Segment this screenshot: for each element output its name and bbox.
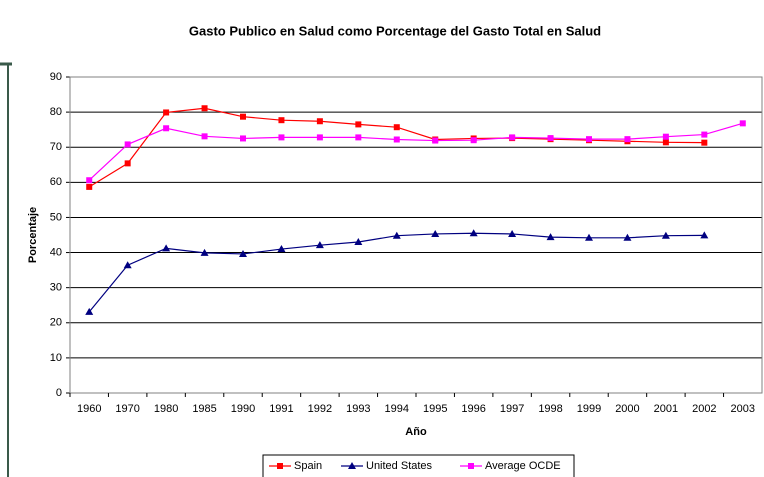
x-tick-label: 1985 — [192, 403, 216, 415]
x-tick-label: 1992 — [308, 403, 332, 415]
point — [278, 134, 285, 141]
x-tick-label: 2001 — [654, 403, 678, 415]
x-tick-label: 2000 — [615, 403, 639, 415]
chart-title: Gasto Publico en Salud como Porcentage d… — [189, 23, 601, 38]
point — [700, 231, 709, 239]
x-tick-label: 1993 — [346, 403, 370, 415]
point — [163, 125, 170, 132]
y-tick-label: 20 — [50, 317, 62, 329]
point — [432, 137, 439, 144]
x-tick-label: 1998 — [538, 403, 562, 415]
x-tick-label: 1995 — [423, 403, 447, 415]
legend-label: United States — [366, 460, 433, 472]
point — [547, 135, 554, 142]
point — [469, 229, 478, 237]
legend-marker — [348, 462, 356, 469]
point — [393, 136, 400, 143]
point — [278, 117, 285, 124]
x-tick-label: 1997 — [500, 403, 524, 415]
x-tick-label: 2003 — [731, 403, 755, 415]
point — [124, 160, 131, 167]
series-line — [88, 122, 743, 181]
point — [124, 141, 131, 148]
y-axis-label: Porcentaje — [27, 207, 39, 263]
point — [316, 134, 323, 141]
point — [662, 139, 669, 146]
point — [240, 113, 246, 120]
y-tick-label: 50 — [50, 211, 62, 223]
point — [201, 105, 208, 112]
legend-marker — [277, 463, 283, 469]
point — [585, 233, 593, 241]
point — [86, 183, 93, 190]
x-tick-label: 1980 — [154, 403, 178, 415]
x-tick-label: 1994 — [385, 403, 409, 415]
x-tick-label: 1996 — [461, 403, 485, 415]
point — [546, 233, 555, 241]
point — [354, 238, 363, 246]
y-tick-label: 10 — [50, 352, 62, 364]
y-tick-label: 80 — [50, 106, 62, 118]
legend-marker — [468, 463, 474, 469]
point — [701, 139, 708, 146]
point — [123, 261, 132, 269]
point — [355, 121, 362, 128]
point — [431, 229, 440, 237]
y-tick-label: 90 — [50, 71, 62, 83]
point — [316, 118, 323, 125]
point — [240, 135, 246, 142]
point — [393, 124, 400, 131]
point — [509, 134, 516, 141]
point — [277, 245, 286, 253]
point — [201, 133, 208, 140]
point — [661, 231, 670, 239]
y-tick-label: 40 — [50, 246, 62, 258]
x-tick-label: 1960 — [77, 403, 101, 415]
point — [624, 136, 631, 143]
point — [739, 120, 746, 127]
point — [662, 133, 669, 140]
point — [239, 249, 247, 257]
point — [85, 307, 94, 315]
point — [162, 244, 171, 252]
x-tick-label: 2002 — [692, 403, 716, 415]
y-tick-label: 30 — [50, 282, 62, 294]
point — [355, 134, 362, 141]
x-tick-label: 1991 — [269, 403, 293, 415]
legend-label: Average OCDE — [485, 460, 561, 472]
point — [392, 231, 401, 239]
y-tick-label: 0 — [56, 387, 62, 399]
y-tick-label: 70 — [50, 141, 62, 153]
x-tick-label: 1970 — [115, 403, 139, 415]
point — [200, 248, 209, 256]
x-axis-label: Año — [405, 426, 427, 438]
point — [470, 137, 477, 144]
legend-label: Spain — [294, 460, 322, 472]
y-tick-label: 60 — [50, 176, 62, 188]
point — [701, 131, 708, 138]
point — [508, 229, 517, 237]
point — [586, 136, 592, 143]
point — [86, 177, 93, 184]
legend-box — [262, 454, 575, 477]
x-tick-label: 1999 — [577, 403, 601, 415]
point — [163, 109, 170, 116]
point — [315, 241, 324, 249]
point — [623, 233, 632, 241]
x-tick-label: 1990 — [231, 403, 255, 415]
